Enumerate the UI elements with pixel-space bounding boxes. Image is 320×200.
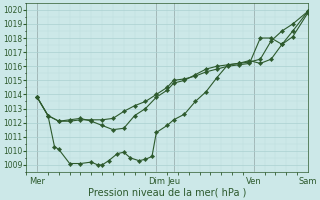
X-axis label: Pression niveau de la mer( hPa ): Pression niveau de la mer( hPa ) (88, 187, 246, 197)
